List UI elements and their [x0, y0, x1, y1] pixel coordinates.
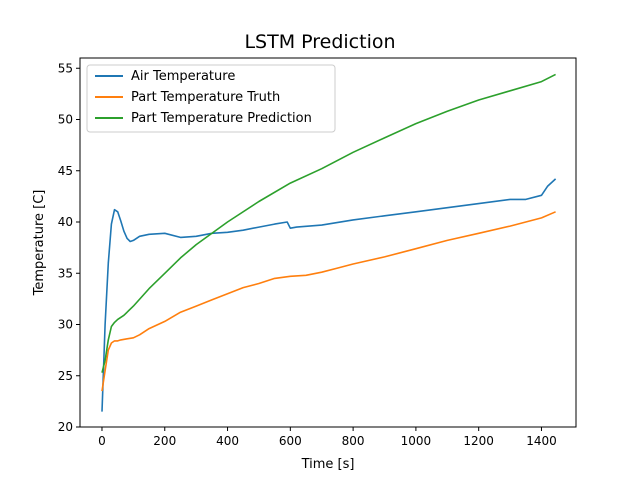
x-tick-label: 1200	[463, 434, 494, 448]
x-tick-label: 200	[153, 434, 176, 448]
y-tick-label: 25	[58, 369, 73, 383]
legend-label-air-temperature: Air Temperature	[131, 69, 235, 84]
y-axis: 20 25 30 35 40 45 50 55	[58, 61, 80, 434]
series-line-part-temperature-truth	[101, 211, 556, 392]
y-tick-label: 55	[58, 61, 73, 75]
chart-title: LSTM Prediction	[244, 31, 395, 53]
y-tick-label: 30	[58, 318, 73, 332]
y-tick-label: 20	[58, 420, 73, 434]
legend-label-part-temperature-prediction: Part Temperature Prediction	[131, 111, 312, 126]
series-layer	[101, 73, 557, 412]
y-tick-label: 40	[58, 215, 73, 229]
y-tick-label: 35	[58, 266, 73, 280]
x-tick-label: 600	[279, 434, 302, 448]
y-tick-label: 50	[58, 113, 73, 127]
x-tick-label: 400	[216, 434, 239, 448]
series-line-air-temperature	[101, 178, 557, 412]
legend-label-part-temperature-truth: Part Temperature Truth	[131, 90, 280, 105]
x-tick-label: 800	[342, 434, 365, 448]
x-axis: 0 200 400 600 800 1000 1200 1400	[98, 427, 557, 448]
y-axis-label: Temperature [C]	[32, 190, 47, 297]
y-tick-label: 45	[58, 164, 73, 178]
x-tick-label: 1000	[401, 434, 432, 448]
x-axis-label: Time [s]	[301, 457, 355, 472]
x-tick-label: 0	[98, 434, 106, 448]
series-line-part-temperature-prediction	[101, 73, 556, 373]
legend-box	[86, 64, 336, 133]
x-tick-label: 1400	[526, 434, 557, 448]
plot-frame	[79, 57, 577, 428]
legend: Air Temperature Part Temperature Truth P…	[86, 64, 336, 133]
